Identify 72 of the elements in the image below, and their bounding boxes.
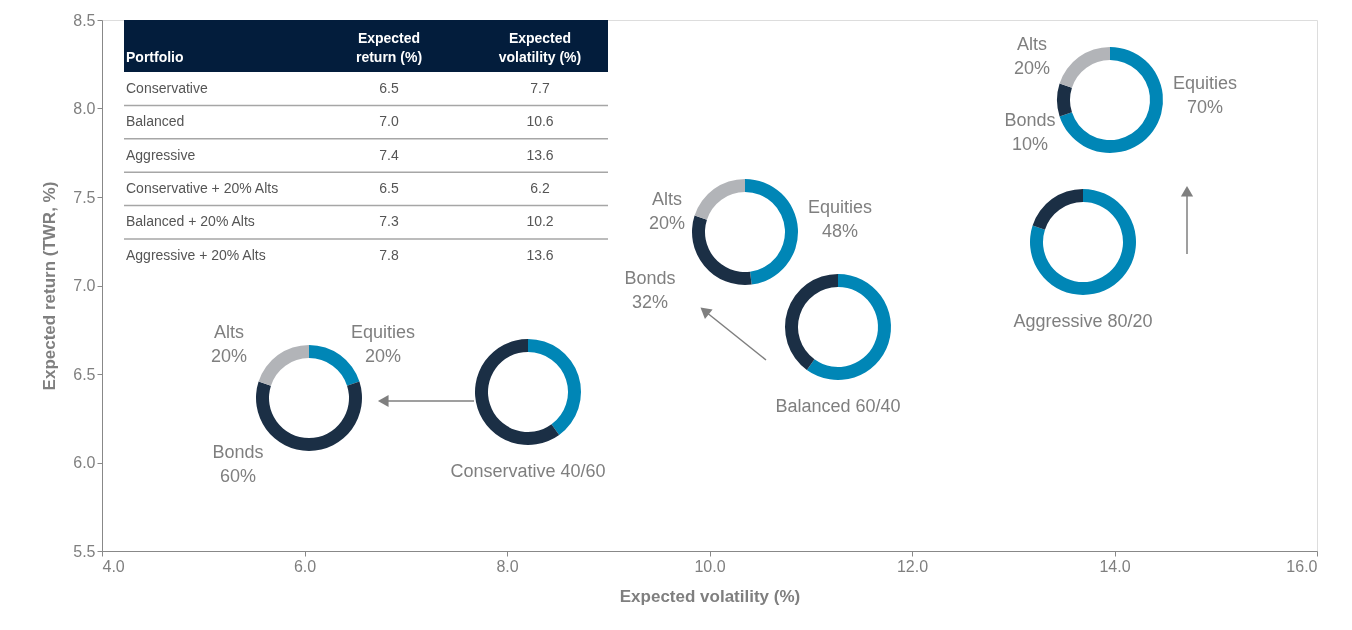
donut-slice bbox=[309, 345, 360, 386]
data-label: 20% bbox=[1013, 58, 1051, 78]
donut-slice bbox=[692, 215, 752, 285]
donut-slice bbox=[475, 339, 560, 445]
y-tick-label: 8.0 bbox=[73, 100, 96, 117]
slice-label: Bonds bbox=[1004, 110, 1056, 130]
y-tick-label: 8.5 bbox=[73, 11, 96, 29]
y-tick-label: 7.5 bbox=[73, 188, 96, 206]
data-label: 10% bbox=[1011, 134, 1049, 154]
annotation: Expected return (%) bbox=[355, 30, 423, 65]
annotation: 13.6 bbox=[526, 146, 554, 163]
y-tick-label: 5.5 bbox=[73, 542, 96, 560]
annotation: 13.6 bbox=[526, 246, 554, 263]
data-label: 48% bbox=[821, 221, 859, 241]
x-tick-label: 12.0 bbox=[896, 557, 929, 575]
donut-slice bbox=[1057, 83, 1072, 117]
donut-slice bbox=[1059, 47, 1163, 153]
annotation: Balanced + 20% Alts bbox=[126, 213, 255, 230]
data-label: 20% bbox=[364, 346, 402, 366]
slice-label: Equities bbox=[1172, 73, 1238, 93]
annotation: 7.3 bbox=[379, 213, 399, 230]
text: Balanced 60/40 bbox=[775, 396, 901, 416]
annotation: Balanced bbox=[126, 113, 185, 130]
x-tick-label: 14.0 bbox=[1099, 557, 1131, 575]
donut-slice bbox=[785, 274, 838, 370]
annotation: Aggressive + 20% Alts bbox=[126, 246, 266, 263]
annotation: Portfolio bbox=[126, 49, 184, 65]
y-tick-label: 7.0 bbox=[73, 277, 96, 294]
x-tick-label: 4.0 bbox=[102, 557, 125, 575]
slice-label: Equities bbox=[350, 322, 416, 342]
slice-label: Alts bbox=[1016, 34, 1048, 54]
slice-label: Bonds bbox=[624, 268, 676, 288]
donut-slice bbox=[694, 179, 745, 220]
slice-label: Equities bbox=[807, 197, 873, 217]
x-tick-label: 6.0 bbox=[293, 557, 317, 575]
annotation: 7.8 bbox=[379, 246, 399, 263]
text: Aggressive 80/20 bbox=[1013, 311, 1153, 331]
annotation: 6.5 bbox=[379, 179, 399, 196]
x-tick-label: 8.0 bbox=[496, 557, 519, 575]
y-axis-title: Expected return (TWR, %) bbox=[40, 181, 60, 391]
annotation: Conservative bbox=[126, 79, 208, 96]
y-tick-label: 6.0 bbox=[73, 454, 96, 471]
data-label: 20% bbox=[210, 346, 248, 366]
annotation: 7.7 bbox=[530, 79, 550, 96]
y-tick-label: 6.5 bbox=[73, 365, 96, 383]
slice-label: Bonds bbox=[212, 442, 264, 462]
x-axis-title: Expected volatility (%) bbox=[619, 586, 801, 606]
annotation: 10.2 bbox=[526, 213, 554, 230]
annotation: Aggressive bbox=[126, 146, 196, 163]
data-label: 60% bbox=[219, 466, 257, 486]
slice-label: Alts bbox=[651, 189, 683, 209]
annotation: Conservative + 20% Alts bbox=[126, 179, 279, 196]
donut-slice bbox=[1030, 189, 1136, 295]
donut-slice bbox=[806, 274, 891, 380]
data-label: 70% bbox=[1186, 97, 1224, 117]
data-label: 32% bbox=[631, 292, 669, 312]
annotation: Expected volatility (%) bbox=[498, 30, 582, 65]
donut-slice bbox=[528, 339, 581, 435]
annotation: 10.6 bbox=[526, 113, 554, 130]
text: Conservative 40/60 bbox=[450, 461, 606, 481]
donut-slice bbox=[1032, 189, 1083, 230]
annotation: 7.0 bbox=[379, 113, 399, 130]
data-label: 20% bbox=[648, 213, 686, 233]
x-tick-label: 16.0 bbox=[1286, 557, 1318, 575]
donut-slice bbox=[1059, 47, 1110, 88]
annotation: 6.2 bbox=[530, 179, 550, 196]
slice-label: Alts bbox=[213, 322, 245, 342]
annotation: 7.4 bbox=[379, 146, 399, 163]
x-tick-label: 10.0 bbox=[694, 557, 726, 575]
donut-slice bbox=[745, 179, 798, 285]
annotation: 6.5 bbox=[379, 79, 399, 96]
donut-slice bbox=[258, 345, 309, 386]
